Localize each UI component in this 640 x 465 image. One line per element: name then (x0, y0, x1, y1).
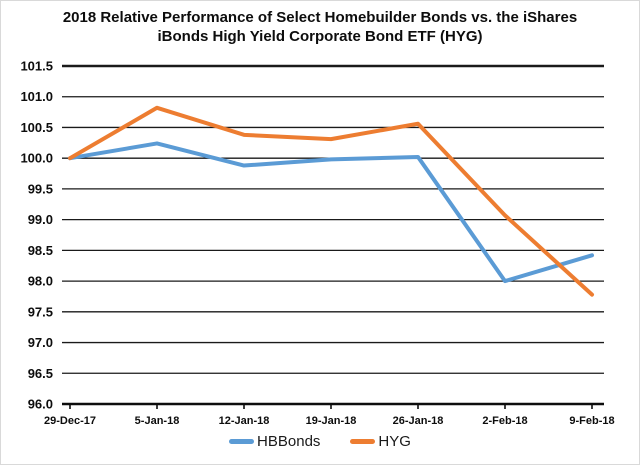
x-axis-tick-label: 5-Jan-18 (135, 415, 180, 427)
chart-title: 2018 Relative Performance of Select Home… (1, 8, 639, 46)
y-axis-tick-label: 96.5 (28, 366, 53, 381)
y-axis-tick-label: 101.5 (20, 59, 53, 74)
y-axis-tick-label: 101.0 (20, 89, 53, 104)
y-axis-tick-label: 99.5 (28, 181, 53, 196)
chart-legend: HBBonds HYG (1, 433, 639, 450)
x-axis-tick-label: 2-Feb-18 (482, 415, 527, 427)
y-axis-tick-label: 100.0 (20, 151, 53, 166)
y-axis-tick-label: 100.5 (20, 120, 53, 135)
hyg-line-swatch-icon (350, 439, 376, 444)
chart-title-line-1: 2018 Relative Performance of Select Home… (62, 9, 578, 26)
x-axis-tick-label: 26-Jan-18 (393, 415, 444, 427)
y-axis-tick-label: 98.0 (28, 274, 53, 289)
series-line-hbbonds (68, 141, 594, 284)
hbbonds-line-swatch-icon (229, 439, 255, 444)
x-axis-tick-label: 12-Jan-18 (219, 415, 270, 427)
legend-item-hbbonds: HBBonds (229, 433, 320, 450)
y-axis-tick-label: 98.5 (28, 243, 53, 258)
legend-item-hyg: HYG (350, 433, 411, 450)
y-axis-tick-label: 96.0 (28, 397, 53, 412)
series-line-hyg (68, 105, 594, 297)
x-axis-tick-label: 9-Feb-18 (569, 415, 614, 427)
x-axis-tick-label: 19-Jan-18 (306, 415, 357, 427)
y-axis-tick-label: 97.0 (28, 335, 53, 350)
y-axis-tick-label: 99.0 (28, 212, 53, 227)
y-axis-tick-label: 97.5 (28, 304, 53, 319)
legend-label-hyg: HYG (378, 433, 411, 450)
x-axis-tick-label: 29-Dec-17 (44, 415, 96, 427)
chart-title-line-2: iBonds High Yield Corporate Bond ETF (HY… (157, 28, 483, 45)
legend-label-hbbonds: HBBonds (257, 433, 321, 450)
